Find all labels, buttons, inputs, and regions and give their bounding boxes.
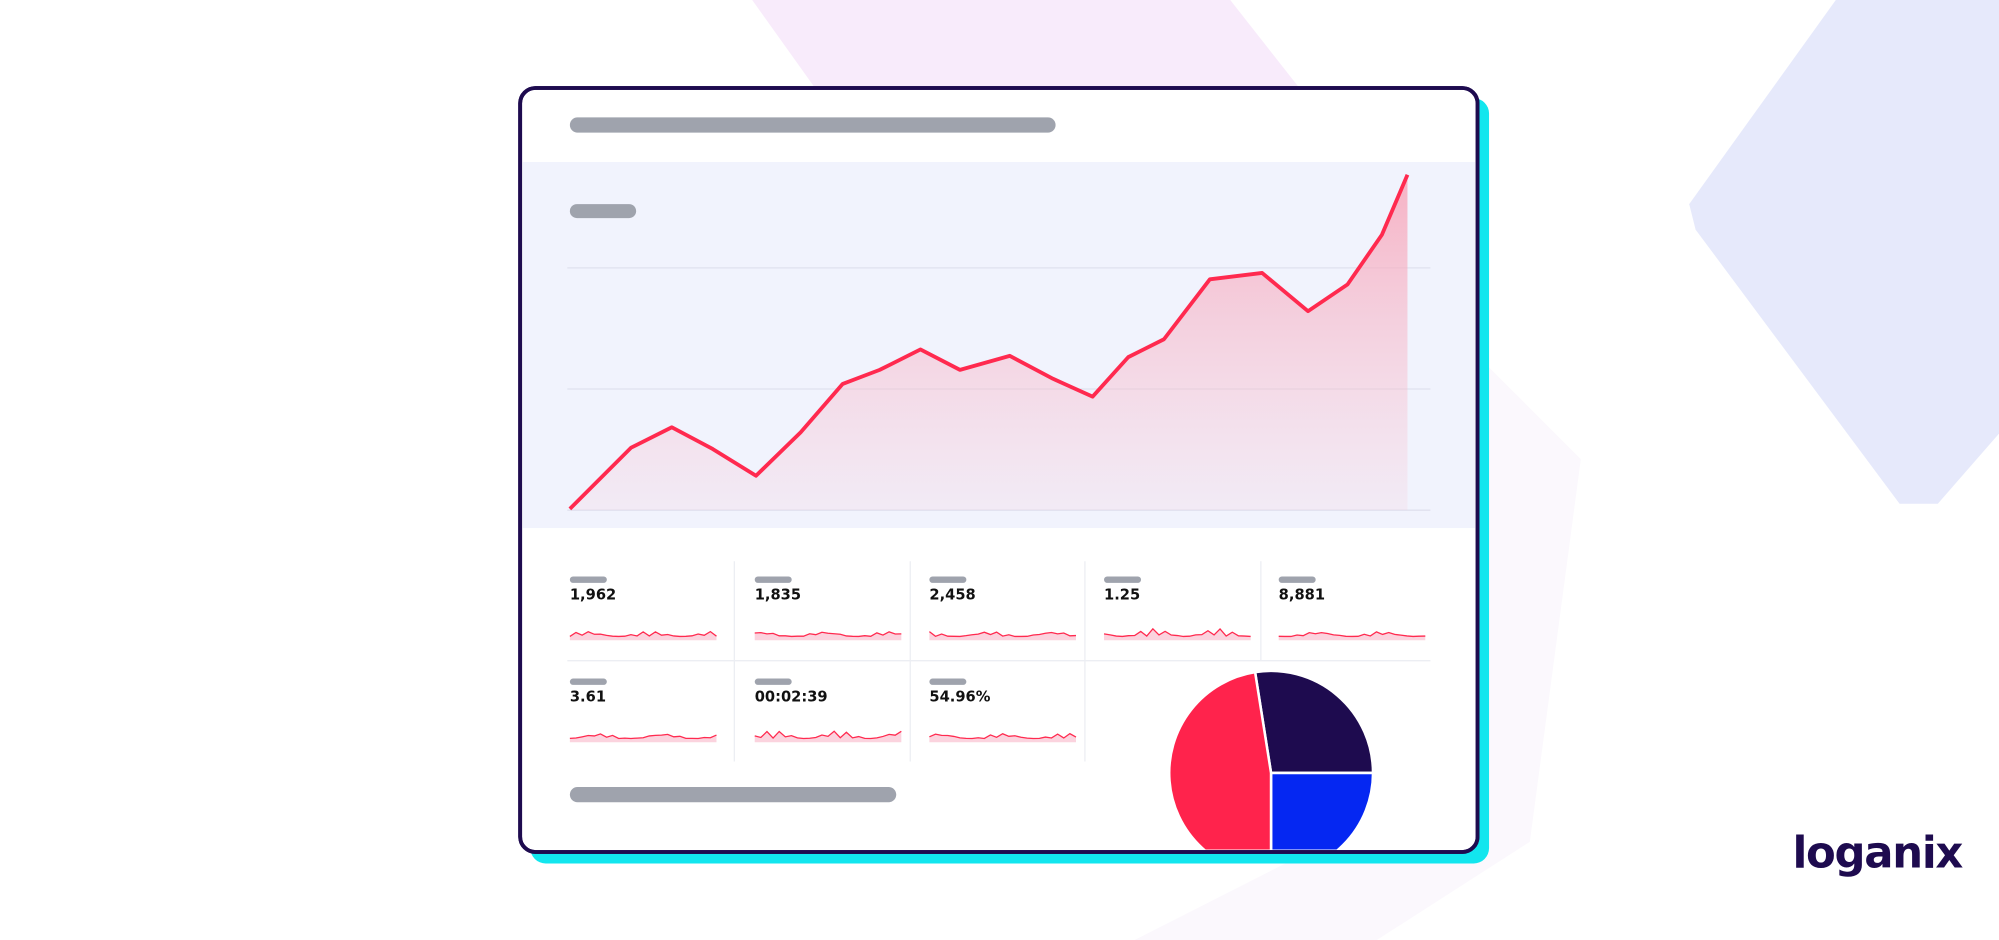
trend-line: [568, 173, 1410, 511]
metric-value: 2,458: [929, 586, 975, 603]
pie-slice: [1269, 771, 1375, 850]
placeholder-pill: [569, 678, 607, 685]
sparkline: [928, 631, 1077, 638]
sparkline-area: [929, 733, 1076, 743]
sparkline: [1278, 631, 1426, 638]
metric-value: 1,962: [570, 586, 616, 603]
placeholder-bar: [569, 204, 637, 219]
metric-value: 3.61: [570, 688, 606, 705]
pie: [1167, 669, 1375, 850]
pie-slice: [1253, 669, 1375, 775]
metric-value: 1,835: [755, 586, 801, 603]
metric-value: 00:02:39: [755, 688, 828, 705]
sparkline-area: [569, 631, 717, 641]
sparkline: [754, 631, 902, 638]
placeholder-pill: [1278, 576, 1316, 583]
sparkline: [1103, 627, 1251, 638]
sparkline: [569, 630, 717, 638]
placeholder-bar: [569, 117, 1056, 133]
metric-value: 8,881: [1279, 586, 1325, 603]
metrics-grid: 1,962 1,835 2,458 1.25 8,881 3.61 00:02:39 54.9…: [567, 561, 1431, 762]
bg-shape: [1689, 0, 1999, 504]
placeholder-bar: [569, 786, 897, 803]
metric-value: 1.25: [1104, 586, 1140, 603]
sparkline-area: [929, 631, 1076, 641]
pie-slice: [1167, 670, 1273, 850]
card-border: [518, 86, 1480, 854]
sparkline-area: [754, 631, 902, 641]
bg-shape: [752, 0, 1301, 90]
sparkline: [929, 732, 1077, 740]
placeholder-pill: [929, 576, 967, 583]
metric-value: 54.96%: [929, 688, 990, 705]
placeholder-pill: [569, 576, 607, 583]
placeholder-pill: [929, 678, 967, 685]
placeholder-pill: [754, 576, 792, 583]
sparkline: [569, 733, 717, 740]
area-fill: [569, 174, 1408, 511]
placeholder-pill: [1104, 576, 1142, 583]
sparkline: [754, 730, 902, 740]
logo: loganix: [1792, 828, 1963, 878]
placeholder-pill: [754, 678, 792, 685]
card-content: 1,962 1,835 2,458 1.25 8,881 3.61 00:02:39 54.9…: [522, 117, 1476, 850]
